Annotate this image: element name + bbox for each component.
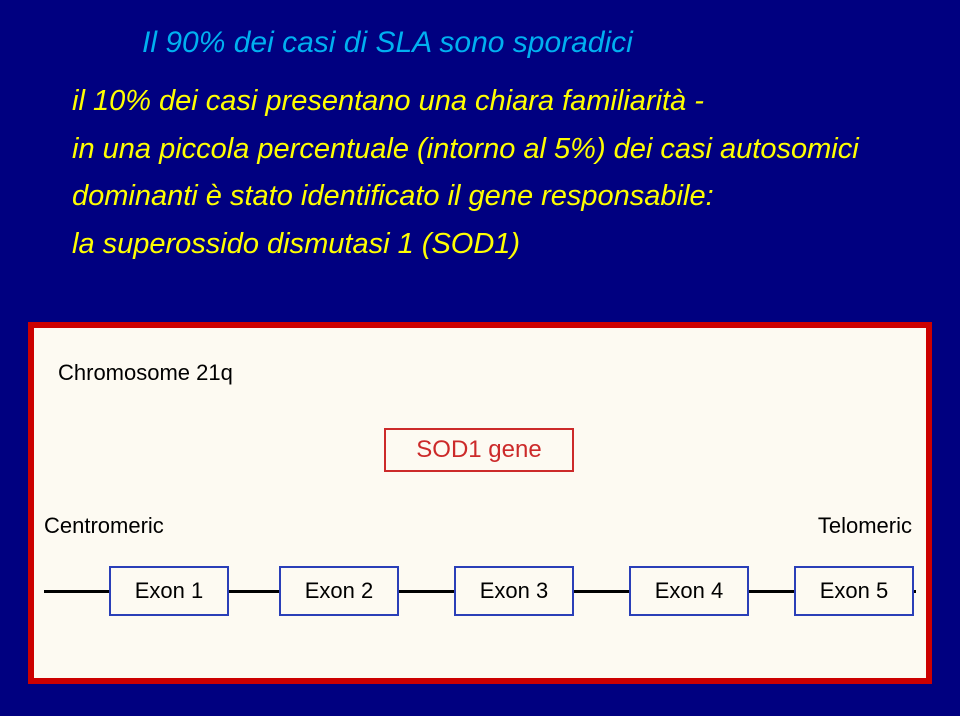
telomeric-label: Telomeric [818,513,912,539]
centromeric-label: Centromeric [44,513,164,539]
exon-box-4: Exon 4 [629,566,749,616]
slide-text-area: Il 90% dei casi di SLA sono sporadici il… [0,0,960,266]
exon-box-3: Exon 3 [454,566,574,616]
chromosome-label: Chromosome 21q [58,360,233,386]
body-line-2: in una piccola percentuale (intorno al 5… [72,128,900,172]
body-line-1: il 10% dei casi presentano una chiara fa… [72,80,900,124]
diagram-inner: Chromosome 21q SOD1 gene Centromeric Tel… [34,328,926,678]
body-line-3: dominanti è stato identificato il gene r… [72,175,900,219]
diagram-container: Chromosome 21q SOD1 gene Centromeric Tel… [28,322,932,684]
exon-box-5: Exon 5 [794,566,914,616]
gene-name-box: SOD1 gene [384,428,574,472]
slide-title: Il 90% dei casi di SLA sono sporadici [142,26,900,60]
body-line-4: la superossido dismutasi 1 (SOD1) [72,223,900,267]
exon-box-2: Exon 2 [279,566,399,616]
exon-box-1: Exon 1 [109,566,229,616]
exon-row: Exon 1 Exon 2 Exon 3 Exon 4 Exon 5 [34,566,926,616]
